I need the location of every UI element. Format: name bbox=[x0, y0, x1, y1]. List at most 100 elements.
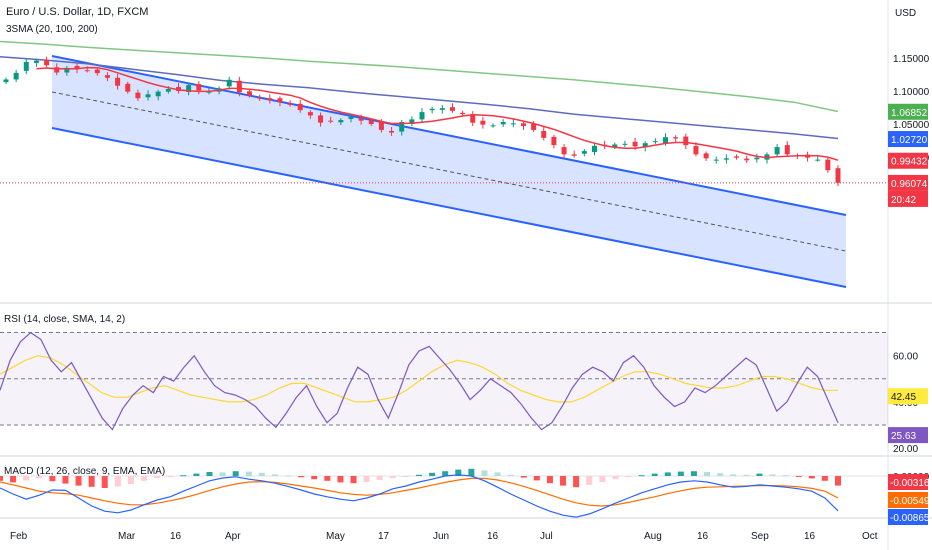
candle-body bbox=[257, 97, 263, 99]
macd-histogram-bar bbox=[717, 473, 724, 476]
candle-body bbox=[419, 112, 425, 120]
candle-body bbox=[693, 146, 699, 155]
macd-histogram-bar bbox=[546, 476, 553, 484]
rsi-tick-label: 20.00 bbox=[893, 444, 918, 455]
macd-histogram-bar bbox=[75, 476, 82, 486]
macd-histogram-bar bbox=[114, 476, 121, 487]
candle-body bbox=[186, 85, 192, 92]
macd-histogram-bar bbox=[638, 475, 645, 477]
price-badge-label: 1.06852 bbox=[891, 108, 928, 119]
macd-histogram-bar bbox=[416, 474, 422, 476]
macd-histogram-bar bbox=[782, 475, 789, 477]
macd-histogram-bar bbox=[690, 471, 697, 476]
time-tick-label: Feb bbox=[10, 531, 28, 542]
sma-200-line bbox=[0, 40, 839, 113]
candles bbox=[3, 56, 841, 187]
macd-histogram-bar bbox=[730, 474, 737, 476]
macd-histogram-bar bbox=[219, 472, 226, 476]
candle-body bbox=[226, 79, 232, 87]
candle-body bbox=[155, 91, 161, 97]
macd-histogram-bar bbox=[651, 473, 658, 476]
candle-body bbox=[13, 72, 19, 80]
macd-signal-line bbox=[0, 477, 839, 507]
candle-body bbox=[318, 115, 324, 123]
candle-body bbox=[774, 147, 780, 155]
candle-body bbox=[125, 83, 131, 92]
candle-body bbox=[632, 141, 638, 147]
time-tick-label: Aug bbox=[644, 531, 662, 542]
candle-body bbox=[835, 168, 841, 183]
candle-body bbox=[348, 116, 354, 120]
macd-histogram-bar bbox=[298, 476, 305, 478]
macd-histogram-bar bbox=[10, 476, 17, 483]
macd-indicator-label[interactable]: MACD (12, 26, close, 9, EMA, EMA) bbox=[4, 466, 166, 477]
candle-body bbox=[236, 80, 242, 93]
sma-indicator-label[interactable]: 3SMA (20, 100, 200) bbox=[6, 24, 98, 35]
macd-histogram-bar bbox=[167, 476, 174, 478]
macd-histogram-bar bbox=[324, 476, 331, 481]
macd-histogram-bar bbox=[193, 473, 200, 476]
time-tick-label: 16 bbox=[697, 531, 709, 542]
time-tick-label: 17 bbox=[378, 531, 390, 542]
time-tick-label: Sep bbox=[751, 531, 769, 542]
price-badge bbox=[888, 131, 928, 148]
macd-histogram-bar bbox=[573, 476, 580, 488]
price-tick-label: 1.15000 bbox=[893, 54, 930, 65]
rsi-sma-line bbox=[0, 355, 838, 403]
macd-line bbox=[0, 474, 839, 518]
time-tick-label: Jun bbox=[433, 531, 449, 542]
candle-body bbox=[23, 61, 29, 71]
rsi-badge bbox=[888, 427, 928, 444]
candle-body bbox=[277, 98, 283, 103]
price-badge bbox=[888, 152, 928, 169]
price-badge bbox=[888, 103, 928, 120]
macd-histogram-bar bbox=[808, 476, 815, 479]
candle-body bbox=[622, 143, 628, 145]
candle-body bbox=[115, 77, 121, 86]
price-badge-label: 0.99432 bbox=[891, 157, 928, 168]
macd-histogram-bar bbox=[180, 475, 187, 477]
candle-body bbox=[470, 114, 476, 123]
candle-body bbox=[683, 136, 689, 146]
candle-body bbox=[520, 123, 526, 126]
candle-body bbox=[175, 87, 181, 91]
candle-body bbox=[64, 67, 70, 73]
candle-body bbox=[307, 112, 313, 116]
candle-body bbox=[713, 159, 719, 161]
candle-body bbox=[449, 107, 455, 111]
macd-histogram-bar bbox=[271, 474, 278, 476]
rsi-indicator-label[interactable]: RSI (14, close, SMA, 14, 2) bbox=[4, 314, 126, 325]
candle-body bbox=[247, 91, 253, 96]
macd-histogram-bar bbox=[677, 471, 684, 476]
price-badge-label: 1.02720 bbox=[891, 135, 928, 146]
time-tick-label: Oct bbox=[862, 531, 878, 542]
candle-body bbox=[490, 125, 496, 127]
candle-body bbox=[267, 98, 273, 101]
macd-badge bbox=[888, 509, 928, 525]
candle-body bbox=[368, 120, 374, 124]
time-tick-label: 16 bbox=[487, 531, 499, 542]
macd-histogram-bar bbox=[285, 475, 292, 477]
price-tick-label: 1.05000 bbox=[893, 120, 930, 131]
macd-histogram-bar bbox=[245, 471, 252, 476]
macd-badge-label: -0.00316 bbox=[890, 478, 930, 489]
macd-histogram-bar bbox=[62, 476, 69, 484]
candle-body bbox=[652, 141, 658, 143]
time-tick-label: Jul bbox=[540, 531, 553, 542]
candle-body bbox=[591, 145, 597, 153]
chart-title: Euro / U.S. Dollar, 1D, FXCM bbox=[6, 6, 149, 18]
candle-body bbox=[500, 122, 506, 125]
candle-body bbox=[612, 144, 618, 148]
candle-body bbox=[54, 67, 60, 73]
macd-histogram-bar bbox=[612, 476, 619, 480]
candle-body bbox=[74, 65, 80, 70]
candle-body bbox=[44, 59, 50, 66]
macd-histogram-bar bbox=[560, 476, 567, 486]
macd-histogram-bar bbox=[442, 471, 449, 476]
macd-histogram-bar bbox=[311, 476, 318, 480]
macd-histogram-bar bbox=[599, 476, 606, 482]
candle-body bbox=[358, 118, 364, 121]
rsi-badge bbox=[888, 388, 928, 405]
candle-body bbox=[389, 130, 395, 133]
